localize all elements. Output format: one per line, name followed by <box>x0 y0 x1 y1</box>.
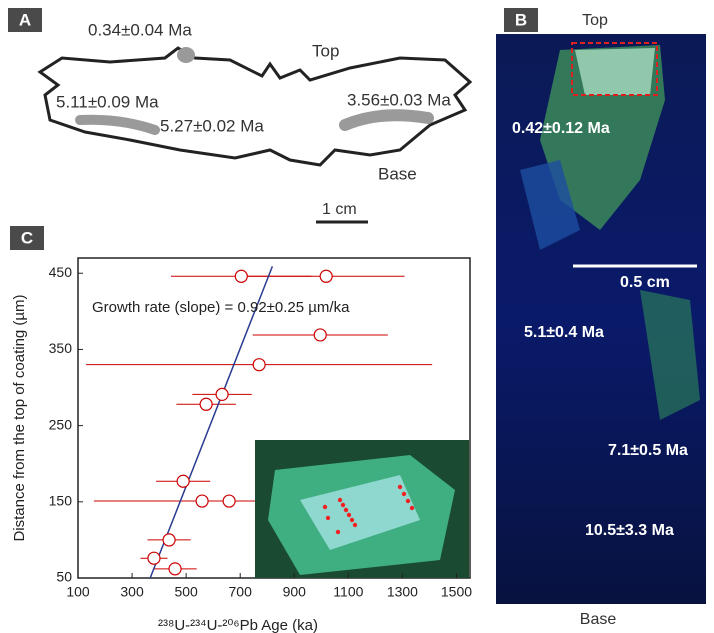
age-label: 5.11±0.09 Ma <box>56 92 159 111</box>
x-tick-label: 1300 <box>387 584 418 600</box>
y-tick-label: 350 <box>49 340 73 356</box>
age-label: 0.34±0.04 Ma <box>88 20 192 39</box>
scale-label: 0.5 cm <box>620 274 670 291</box>
data-point <box>235 270 247 282</box>
panel-label: B <box>515 10 527 29</box>
y-tick-label: 50 <box>56 569 72 585</box>
base-label: Base <box>580 611 617 628</box>
age-label: 10.5±3.3 Ma <box>585 522 674 539</box>
y-tick-label: 450 <box>49 264 73 280</box>
figure: A 0.34±0.04 Ma Top 5.11±0.09 Ma 5.27±0.0… <box>0 0 714 633</box>
data-point <box>253 359 265 371</box>
panel-label: A <box>19 10 31 29</box>
x-tick-label: 1500 <box>441 584 472 600</box>
age-label: 5.27±0.02 Ma <box>160 116 264 135</box>
data-point <box>196 495 208 507</box>
inset-image <box>255 440 469 578</box>
age-label: 3.56±0.03 Ma <box>347 90 451 109</box>
image-region <box>575 48 655 95</box>
x-tick-label: 700 <box>229 584 253 600</box>
data-point <box>163 534 175 546</box>
age-label: 5.1±0.4 Ma <box>524 324 604 341</box>
scale-label: 1 cm <box>322 201 357 218</box>
sample-spot <box>177 47 195 63</box>
data-point <box>148 552 160 564</box>
data-point <box>169 563 181 575</box>
top-label: Top <box>582 12 608 29</box>
y-axis-label: Distance from the top of coating (µm) <box>11 294 28 541</box>
panel-label: C <box>21 228 33 247</box>
x-tick-label: 1100 <box>333 584 363 600</box>
age-label: 7.1±0.5 Ma <box>608 442 688 459</box>
data-point <box>320 270 332 282</box>
data-point <box>200 398 212 410</box>
x-tick-label: 100 <box>66 584 90 600</box>
annotation: Growth rate (slope) = 0.92±0.25 µm/ka <box>92 299 350 316</box>
y-tick-label: 250 <box>49 416 73 432</box>
x-axis-label: ²³⁸U-²³⁴U-²⁰⁶Pb Age (ka) <box>158 617 318 633</box>
base-label: Base <box>378 164 417 183</box>
x-tick-label: 900 <box>283 584 307 600</box>
data-point <box>177 475 189 487</box>
data-point <box>314 329 326 341</box>
y-tick-label: 150 <box>49 493 73 509</box>
age-label: 0.42±0.12 Ma <box>512 120 610 137</box>
data-point <box>216 388 228 400</box>
top-label: Top <box>312 41 339 60</box>
x-tick-label: 500 <box>174 584 198 600</box>
data-point <box>223 495 235 507</box>
figure-canvas: A 0.34±0.04 Ma Top 5.11±0.09 Ma 5.27±0.0… <box>0 0 714 633</box>
x-tick-label: 300 <box>120 584 144 600</box>
